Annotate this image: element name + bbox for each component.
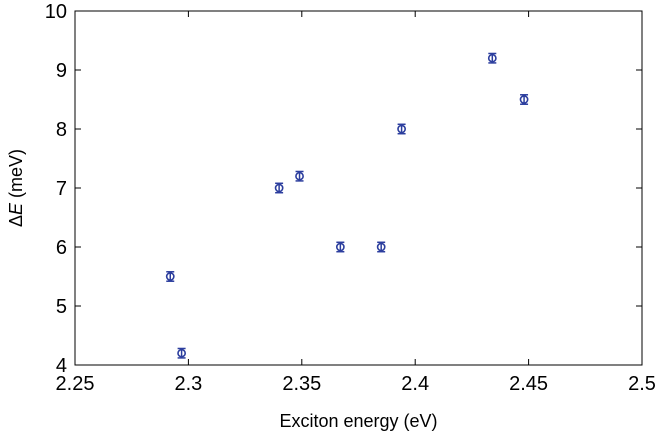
y-axis-label-variable: E xyxy=(6,202,26,215)
y-tick-label: 7 xyxy=(56,178,67,200)
data-point xyxy=(335,241,345,253)
x-axis-label: Exciton energy (eV) xyxy=(279,411,437,431)
point-marker xyxy=(487,53,497,63)
data-point xyxy=(487,52,497,64)
y-tick-label: 10 xyxy=(45,1,67,23)
y-axis-label-prefix: Δ xyxy=(6,215,26,227)
data-point xyxy=(376,241,386,253)
y-tick-label: 4 xyxy=(56,355,67,377)
x-tick-label: 2.25 xyxy=(56,373,95,395)
data-point xyxy=(519,94,529,105)
data-point xyxy=(397,123,406,135)
y-tick-label: 8 xyxy=(56,119,67,141)
y-tick-label: 6 xyxy=(56,237,67,259)
y-tick-label: 5 xyxy=(56,296,67,318)
y-axis-label: ΔE (meV) xyxy=(6,149,26,227)
point-marker xyxy=(335,242,345,252)
plot-area xyxy=(74,10,643,366)
point-marker xyxy=(519,95,529,104)
point-marker xyxy=(376,242,386,252)
data-point xyxy=(295,170,304,182)
point-marker xyxy=(397,124,406,134)
x-tick-label: 2.5 xyxy=(628,373,656,395)
data-point xyxy=(165,271,175,282)
data-point xyxy=(274,182,284,194)
x-tick-label: 2.3 xyxy=(174,373,202,395)
y-tick-label: 9 xyxy=(56,60,67,82)
point-marker xyxy=(165,272,175,281)
x-tick-label: 2.35 xyxy=(282,373,321,395)
point-marker xyxy=(177,348,186,358)
tick-labels: 2.25 2.3 2.35 2.4 2.45 2.5 4 5 6 7 8 9 10 xyxy=(45,1,656,395)
y-axis-label-unit: (meV) xyxy=(6,149,26,203)
point-marker xyxy=(274,183,284,193)
data-points xyxy=(165,52,529,359)
x-tick-label: 2.45 xyxy=(509,373,548,395)
data-point xyxy=(177,347,186,359)
point-marker xyxy=(295,171,304,181)
axis-ticks xyxy=(74,10,643,366)
x-tick-label: 2.4 xyxy=(401,373,429,395)
